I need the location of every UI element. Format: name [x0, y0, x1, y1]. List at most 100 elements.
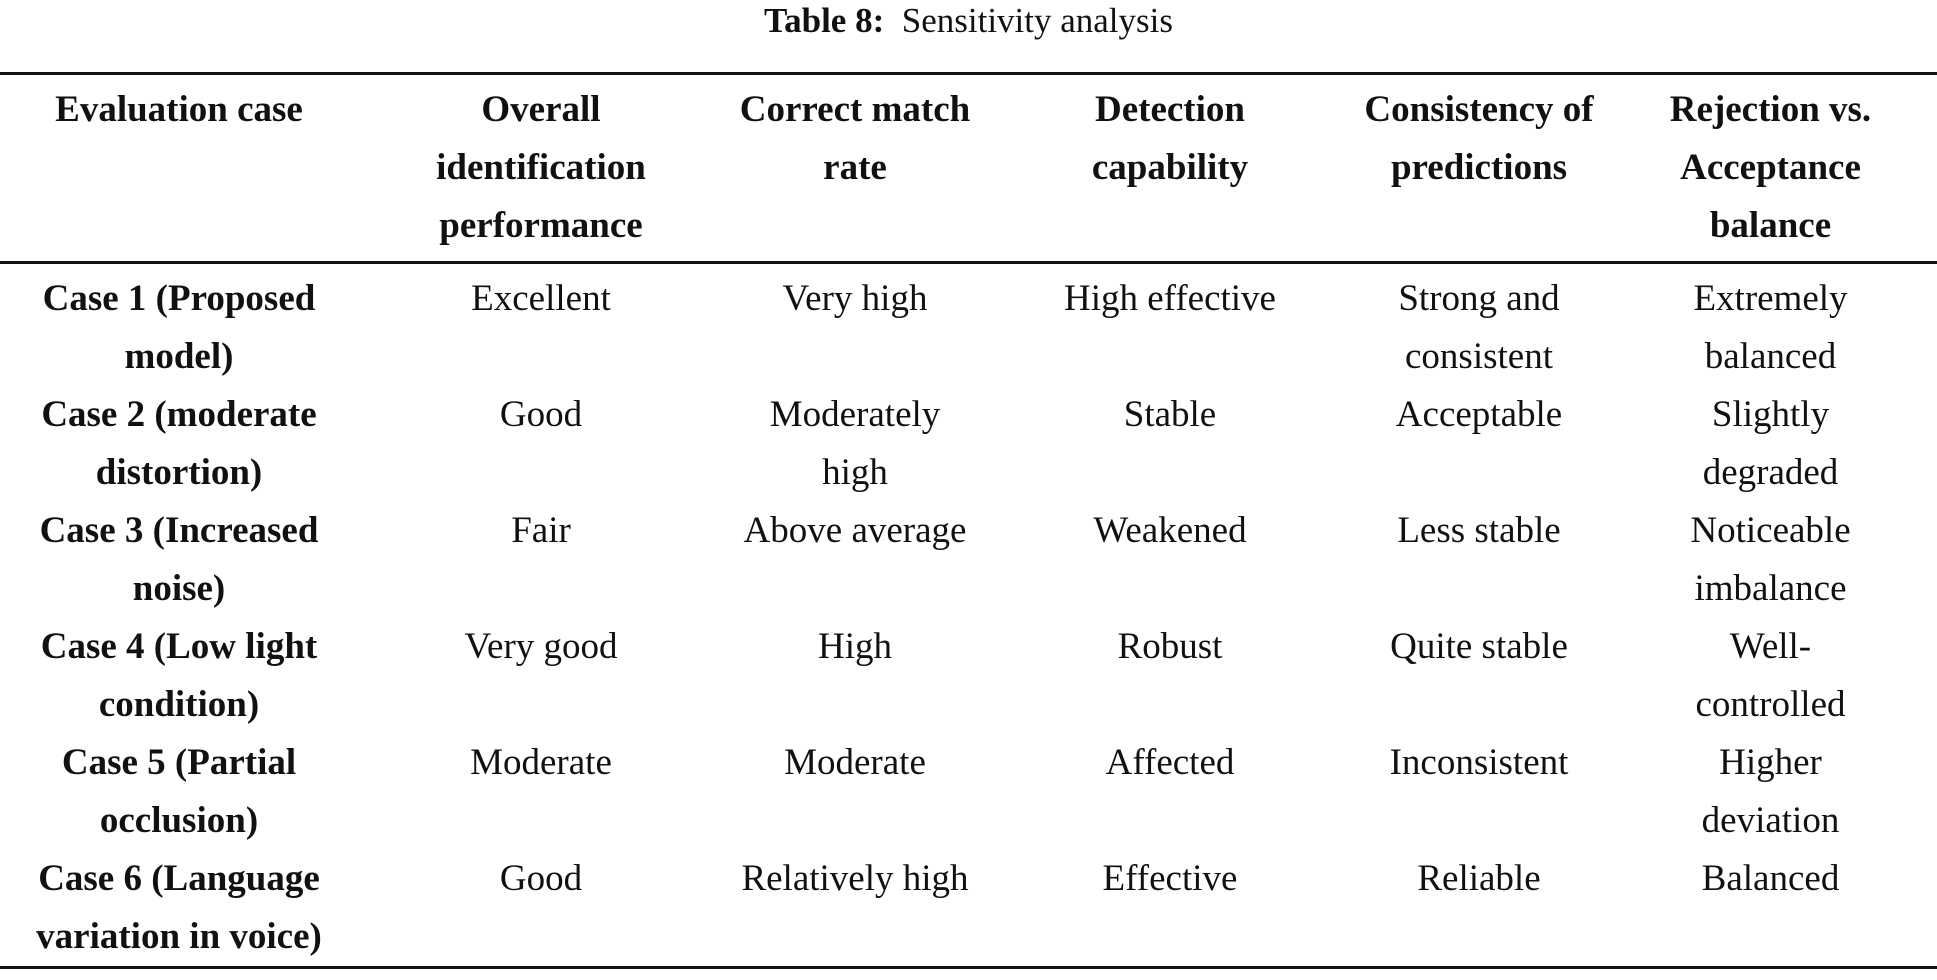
- cell-text-line: Balanced: [1701, 858, 1840, 899]
- table-cell-rejection-vs-acceptance-balance: Slightly degraded: [1604, 386, 1937, 502]
- table-cell-overall-identification-performance: Very good: [358, 618, 724, 734]
- cell-text-line: predictions: [1390, 147, 1568, 188]
- cell-text-line: Moderately: [769, 394, 941, 435]
- table-cell-correct-match-rate: Very high: [724, 263, 986, 387]
- cell-text-line: Fair: [511, 510, 571, 551]
- cell-text-line: Inconsistent: [1389, 742, 1569, 783]
- caption-label: Table 8:: [763, 1, 885, 40]
- row-header-cell: Case 1 (Proposed model): [0, 263, 358, 387]
- column-header-consistency-of-predictions: Consistency of predictions: [1354, 74, 1604, 263]
- cell-text-line: Affected: [1105, 742, 1235, 783]
- table-row: Case 2 (moderate distortion) Good Moderatel…: [0, 386, 1937, 502]
- cell-text-line: Good: [499, 394, 583, 435]
- table-cell-overall-identification-performance: Good: [358, 386, 724, 502]
- table-cell-consistency-of-predictions: Quite stable: [1354, 618, 1604, 734]
- cell-text-line: Case 4 (Low light: [40, 626, 318, 667]
- column-header-rejection-vs-acceptance-balance: Rejection vs. Acceptance balance: [1604, 74, 1937, 263]
- cell-text-line: Acceptance: [1680, 147, 1861, 188]
- table-cell-correct-match-rate: Above average: [724, 502, 986, 618]
- column-header-evaluation-case: Evaluation case: [0, 74, 358, 263]
- table-cell-detection-capability: Affected: [986, 734, 1354, 850]
- cell-text-line: occlusion): [99, 800, 259, 841]
- table-row: Case 1 (Proposed model) Excellent Very high…: [0, 263, 1937, 387]
- table-cell-consistency-of-predictions: Reliable: [1354, 850, 1604, 968]
- table-cell-detection-capability: Weakened: [986, 502, 1354, 618]
- table-cell-detection-capability: Robust: [986, 618, 1354, 734]
- cell-text-line: balanced: [1704, 336, 1837, 377]
- cell-text-line: Extremely: [1693, 278, 1848, 319]
- table-caption: Table 8: Sensitivity analysis: [0, 0, 1937, 42]
- column-header-detection-capability: Detection capability: [986, 74, 1354, 263]
- cell-text-line: distortion): [95, 452, 263, 493]
- table-cell-detection-capability: Effective: [986, 850, 1354, 968]
- row-header-cell: Case 5 (Partial occlusion): [0, 734, 358, 850]
- cell-text-line: Detection: [1095, 89, 1245, 130]
- cell-text-line: Strong and: [1398, 278, 1560, 319]
- cell-text-line: Rejection vs.: [1669, 89, 1872, 130]
- cell-text-line: degraded: [1702, 452, 1839, 493]
- cell-text-line: Acceptable: [1395, 394, 1563, 435]
- cell-text-line: Moderate: [470, 742, 612, 783]
- table-cell-correct-match-rate: Moderate: [724, 734, 986, 850]
- table-cell-rejection-vs-acceptance-balance: Balanced: [1604, 850, 1937, 968]
- cell-text-line: Weakened: [1093, 510, 1247, 551]
- cell-text-line: Above average: [743, 510, 967, 551]
- cell-text-line: deviation: [1701, 800, 1840, 841]
- cell-text-line: High effective: [1064, 278, 1276, 319]
- cell-text-line: Slightly: [1711, 394, 1830, 435]
- table-cell-consistency-of-predictions: Inconsistent: [1354, 734, 1604, 850]
- table-row: Case 4 (Low light condition) Very good High…: [0, 618, 1937, 734]
- cell-text-line: model): [124, 336, 234, 377]
- cell-text-line: Case 1 (Proposed: [42, 278, 316, 319]
- cell-text-line: balance: [1709, 205, 1832, 246]
- cell-text-line: Higher: [1719, 742, 1822, 783]
- cell-text-line: identification: [436, 147, 646, 188]
- table-row: Case 5 (Partial occlusion) Moderate Moderat…: [0, 734, 1937, 850]
- cell-text-line: Good: [499, 858, 583, 899]
- cell-text-line: controlled: [1695, 684, 1846, 725]
- cell-text-line: Less stable: [1397, 510, 1561, 551]
- table-cell-consistency-of-predictions: Strong and consistent: [1354, 263, 1604, 387]
- row-header-cell: Case 2 (moderate distortion): [0, 386, 358, 502]
- header-row: Evaluation case Overall identification perf…: [0, 73, 1937, 263]
- cell-text-line: variation in voice): [36, 916, 322, 957]
- cell-text-line: Excellent: [471, 278, 611, 319]
- cell-text-line: Consistency of: [1364, 89, 1594, 130]
- table-row: Case 6 (Language variation in voice) Good R…: [0, 850, 1937, 968]
- cell-text-line: high: [822, 452, 888, 493]
- cell-text-line: Quite stable: [1390, 626, 1568, 667]
- column-header-correct-match-rate: Correct match rate: [724, 74, 986, 263]
- caption-title: Sensitivity analysis: [901, 1, 1173, 40]
- table-cell-rejection-vs-acceptance-balance: Noticeable imbalance: [1604, 502, 1937, 618]
- cell-text-line: condition): [98, 684, 260, 725]
- table-cell-correct-match-rate: Moderately high: [724, 386, 986, 502]
- cell-text-line: Noticeable: [1690, 510, 1851, 551]
- table-cell-consistency-of-predictions: Acceptable: [1354, 386, 1604, 502]
- table-cell-rejection-vs-acceptance-balance: Well-controlled: [1604, 618, 1937, 734]
- table-body: Case 1 (Proposed model) Excellent Very high…: [0, 263, 1937, 968]
- table-cell-overall-identification-performance: Good: [358, 850, 724, 968]
- table-cell-consistency-of-predictions: Less stable: [1354, 502, 1604, 618]
- sensitivity-table: Evaluation case Overall identification perf…: [0, 72, 1937, 969]
- cell-text-line: noise): [132, 568, 226, 609]
- table-cell-overall-identification-performance: Moderate: [358, 734, 724, 850]
- cell-text-line: Case 3 (Increased: [39, 510, 319, 551]
- cell-text-line: Correct match: [739, 89, 971, 130]
- cell-text-line: Robust: [1117, 626, 1223, 667]
- cell-text-line: Reliable: [1417, 858, 1541, 899]
- cell-text-line: Case 5 (Partial: [61, 742, 297, 783]
- table-cell-correct-match-rate: High: [724, 618, 986, 734]
- cell-text-line: Evaluation case: [55, 89, 303, 130]
- table-row: Case 3 (Increased noise) Fair Above average…: [0, 502, 1937, 618]
- table-cell-overall-identification-performance: Excellent: [358, 263, 724, 387]
- cell-text-line: Relatively high: [741, 858, 969, 899]
- cell-text-line: Overall: [481, 89, 601, 130]
- cell-text-line: imbalance: [1694, 568, 1847, 609]
- table-cell-detection-capability: High effective: [986, 263, 1354, 387]
- row-header-cell: Case 3 (Increased noise): [0, 502, 358, 618]
- table-cell-overall-identification-performance: Fair: [358, 502, 724, 618]
- row-header-cell: Case 6 (Language variation in voice): [0, 850, 358, 968]
- cell-text-line: Stable: [1123, 394, 1217, 435]
- cell-text-line: Case 6 (Language: [38, 858, 320, 899]
- cell-text-line: performance: [439, 205, 643, 246]
